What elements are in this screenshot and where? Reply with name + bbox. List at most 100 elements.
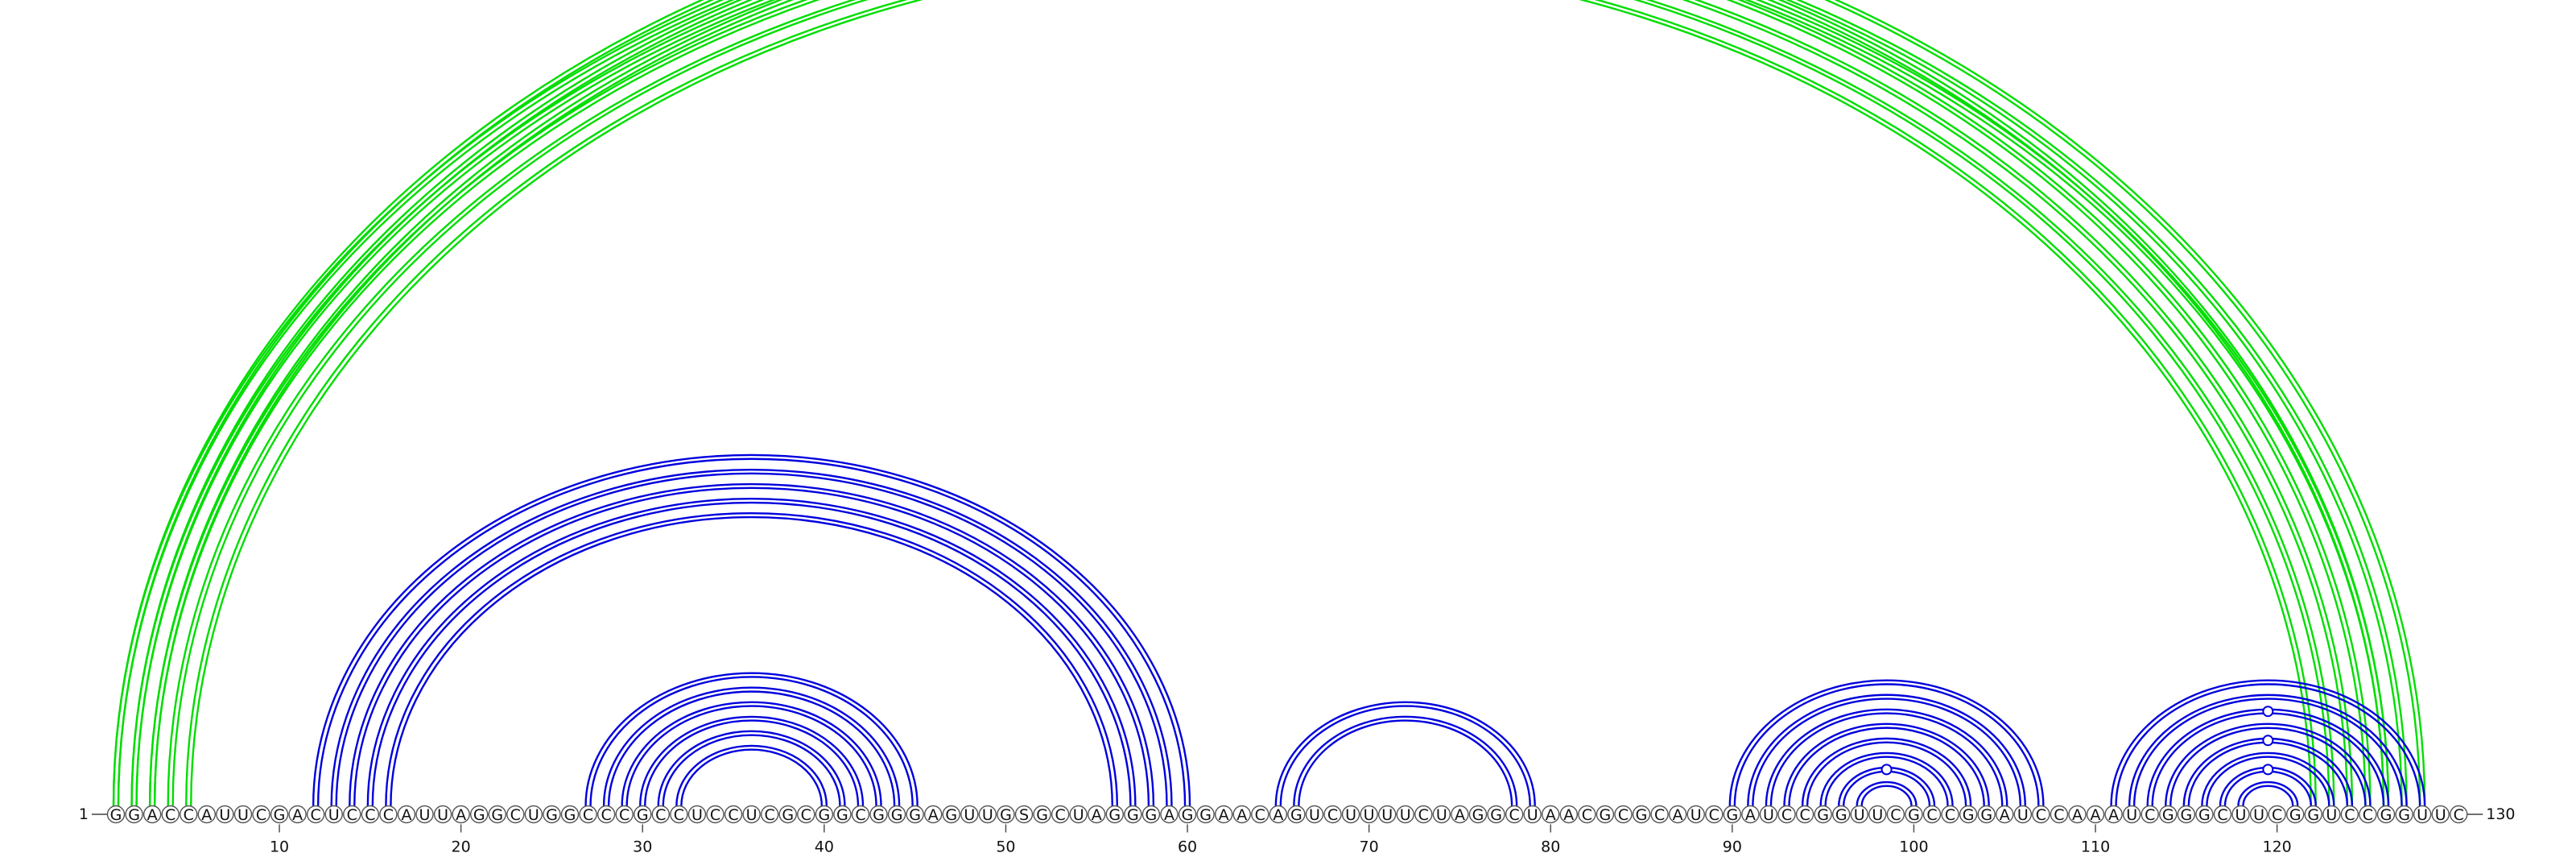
nucleotide-letter: U [1527, 806, 1538, 824]
nucleotide-letter: C [655, 806, 666, 824]
nucleotide-letter: C [2344, 806, 2355, 824]
nucleotide-circle [1777, 805, 1796, 824]
nucleotide-letter: A [1092, 806, 1102, 824]
nucleotide-83: G [1596, 805, 1615, 824]
nucleotide-circle [1269, 805, 1288, 824]
nucleotide-letter: U [1690, 806, 1702, 824]
nucleotide-40: G [815, 805, 834, 824]
nucleotide-circle [2032, 805, 2050, 824]
nucleotide-circle [2395, 805, 2413, 824]
nucleotide-108: C [2050, 805, 2069, 824]
arc-marker-2 [1880, 764, 1893, 776]
nucleotide-circle [452, 805, 470, 824]
arc-markers [1880, 706, 2274, 776]
nucleotide-26: G [560, 805, 580, 824]
nucleotide-letter: U [1073, 806, 1084, 824]
nucleotide-circle [2159, 805, 2178, 824]
arc-helix4-pair5-strand2 [657, 730, 846, 806]
nucleotide-circle [324, 805, 343, 824]
nucleotide-63: A [1232, 805, 1251, 824]
tick-label-30: 30 [633, 838, 652, 856]
tick-label-120: 120 [2263, 838, 2292, 856]
nucleotide-circle [706, 805, 724, 824]
nucleotide-114: G [2159, 805, 2178, 824]
nucleotide-circle [125, 805, 143, 824]
nucleotide-88: U [1686, 805, 1705, 824]
arc-helix6-pair2-strand1 [1752, 698, 2021, 806]
nucleotide-36: U [742, 805, 761, 824]
nucleotide-circle [2050, 805, 2069, 824]
nucleotide-129: U [2431, 805, 2450, 824]
nucleotide-letter: A [928, 806, 939, 824]
nucleotide-43: G [869, 805, 888, 824]
nucleotide-circle [2213, 805, 2232, 824]
arc-helix1-pair1-strand2 [112, 0, 2390, 806]
nucleotide-letter: A [1546, 806, 1556, 824]
nucleotide-circle [2268, 805, 2286, 824]
nucleotide-32: C [670, 805, 688, 824]
nucleotide-circle [1505, 805, 1524, 824]
arc-helix3-pair2-strand1 [335, 472, 1168, 806]
nucleotide-97: U [1850, 805, 1868, 824]
nucleotide-letter: C [184, 806, 194, 824]
nucleotide-letter: G [1199, 806, 1212, 824]
nucleotide-letter: G [782, 806, 794, 824]
nucleotide-letter: C [347, 806, 357, 824]
nucleotide-letter: C [2454, 806, 2464, 824]
nucleotide-letter: S [1019, 806, 1029, 824]
nucleotide-3: A [142, 805, 162, 824]
nucleotide-letter: G [128, 806, 140, 824]
nucleotide-86: C [1650, 805, 1669, 824]
nucleotide-circle [1705, 805, 1724, 824]
sequence-end-label: 130 [2486, 805, 2515, 823]
nucleotide-letter: C [256, 806, 266, 824]
nucleotide-letter: C [2054, 806, 2064, 824]
nucleotide-72: U [1396, 805, 1414, 824]
arc-helix1-pair3-strand1 [153, 0, 2349, 806]
nucleotide-letter: U [1309, 806, 1320, 824]
nucleotide-letter: U [2017, 806, 2029, 824]
nucleotide-35: C [724, 805, 743, 824]
nucleotide-letter: G [1600, 806, 1612, 824]
nucleotide-circle [361, 805, 380, 824]
nucleotide-circle [1850, 805, 1868, 824]
nucleotide-letter: G [818, 806, 830, 824]
nucleotide-letter: G [891, 806, 903, 824]
nucleotide-circle [433, 805, 452, 824]
nucleotide-circle [2431, 805, 2450, 824]
arc-helix2-pair3-strand2 [148, 0, 2390, 806]
nucleotide-letter: U [746, 806, 758, 824]
nucleotide-letter: U [1854, 806, 1865, 824]
nucleotide-letter: G [564, 806, 576, 824]
nucleotide-100: G [1905, 805, 1923, 824]
nucleotide-letter: G [274, 806, 286, 824]
nucleotide-17: A [397, 805, 416, 824]
nucleotide-circle [1523, 805, 1542, 824]
nucleotide-letter: C [1654, 806, 1665, 824]
arc-helix6-pair6-strand2 [1819, 751, 1954, 806]
nucleotide-circle [1922, 805, 1942, 824]
nucleotide-48: U [960, 805, 979, 824]
nucleotide-letter: C [2036, 806, 2046, 824]
nucleotide-circle [2285, 805, 2305, 824]
nucleotide-letter: C [365, 806, 375, 824]
nucleotide-circle [1686, 805, 1705, 824]
arc-marker-4 [2262, 735, 2274, 747]
nucleotide-circle [379, 805, 398, 824]
arc-helix7-pair4-strand1 [2169, 727, 2367, 806]
nucleotide-circle [2122, 805, 2141, 824]
nucleotide-circle [778, 805, 797, 824]
nucleotide-47: G [942, 805, 960, 824]
nucleotide-letter: G [1817, 806, 1829, 824]
nucleotide-91: A [1741, 805, 1760, 824]
nucleotide-50: G [997, 805, 1015, 824]
nucleotide-130: C [2450, 805, 2468, 824]
nucleotide-39: C [797, 805, 815, 824]
arc-helix1-pair4-strand1 [171, 0, 2330, 806]
nucleotide-circle [2450, 805, 2468, 824]
nucleotide-65: A [1269, 805, 1288, 824]
nucleotide-circle [488, 805, 506, 824]
nucleotide-letter: A [2000, 806, 2010, 824]
nucleotide-30: G [634, 805, 652, 824]
nucleotide-letter: C [855, 806, 865, 824]
